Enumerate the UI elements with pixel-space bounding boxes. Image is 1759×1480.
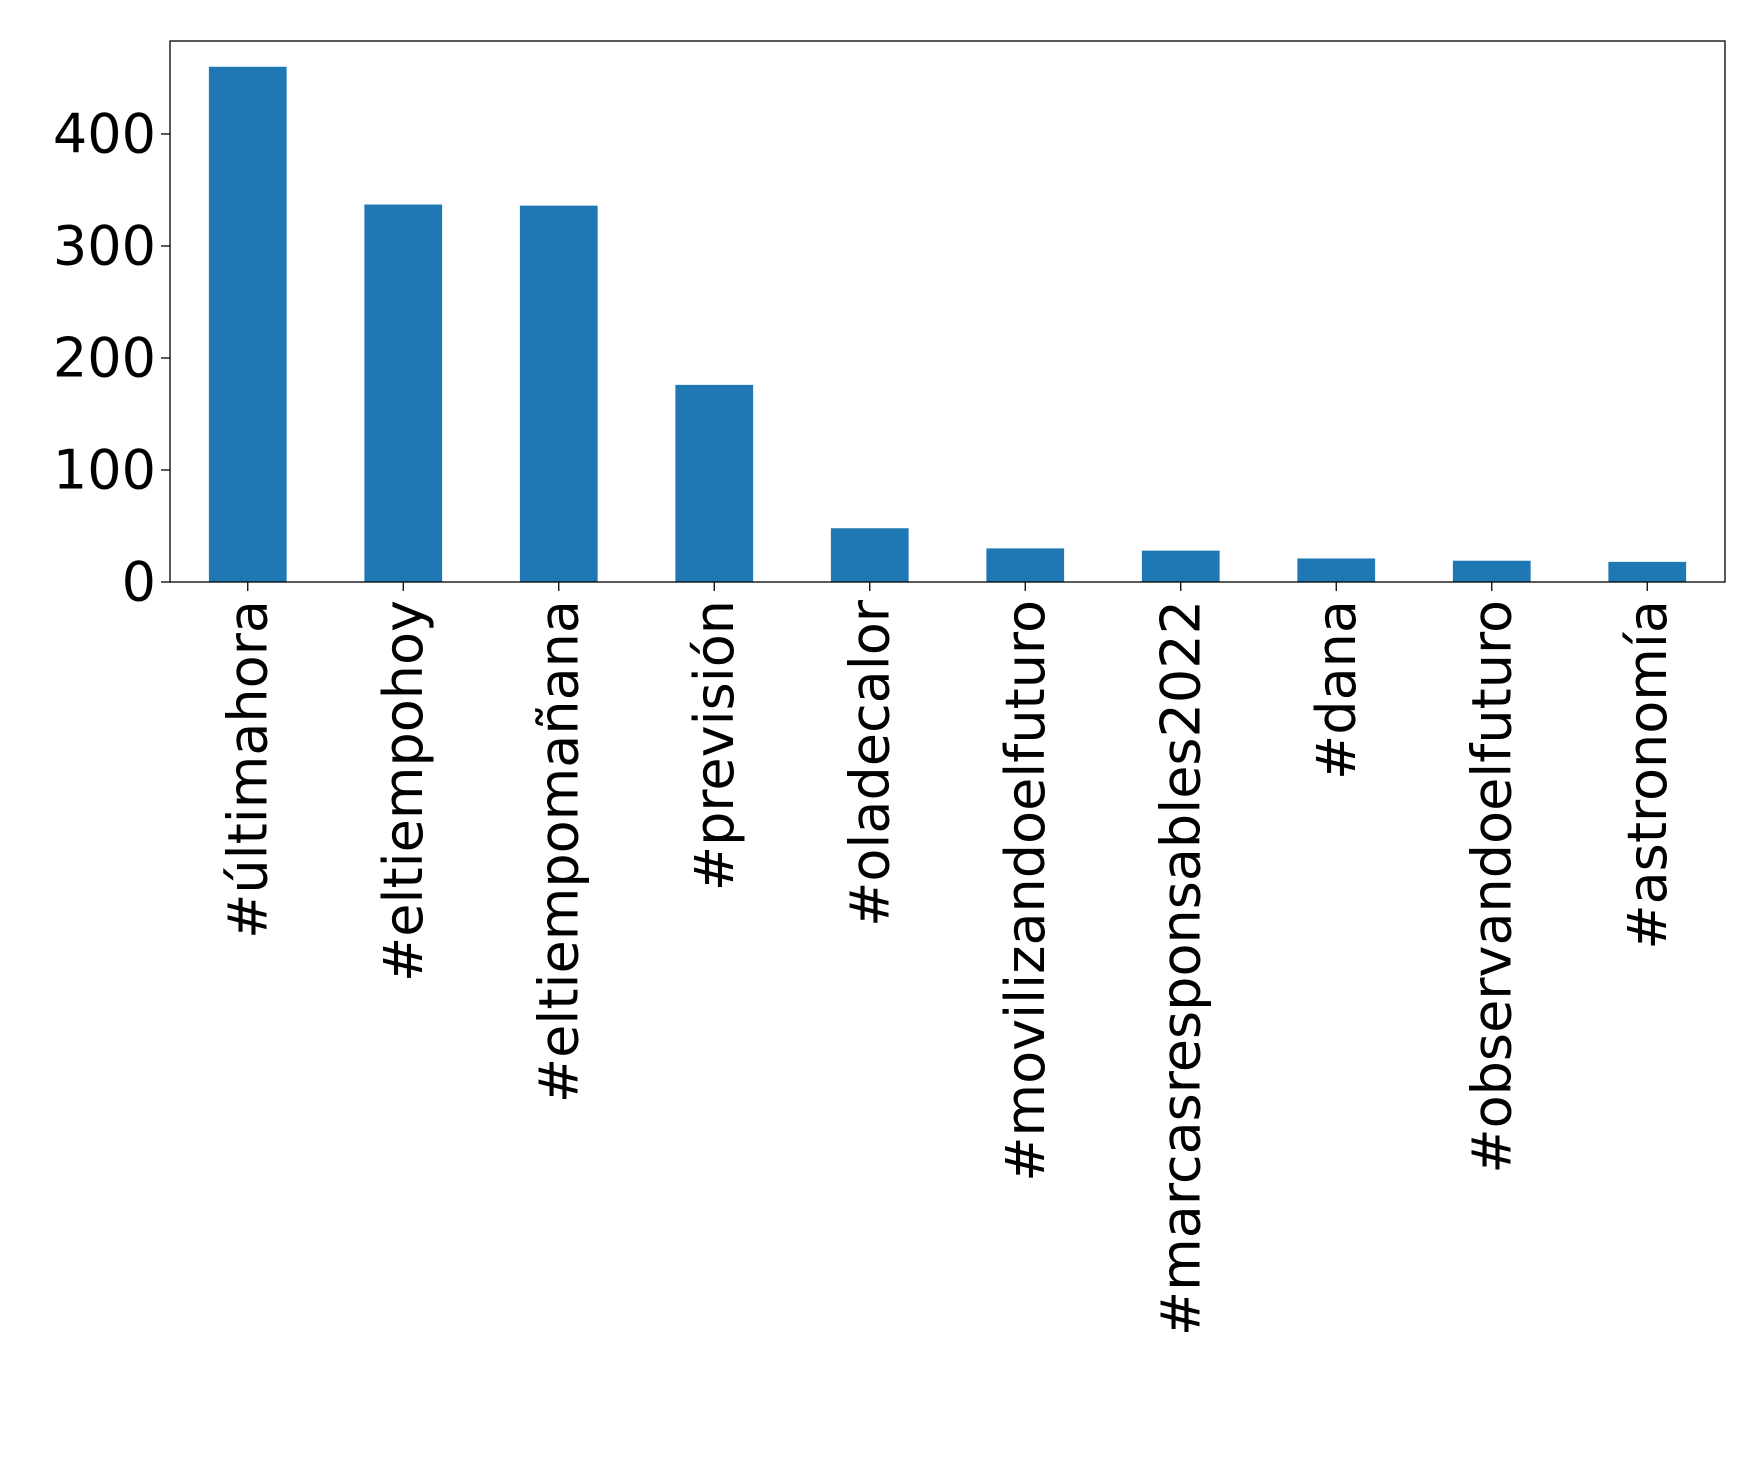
- x-tick-label: #últimahora: [216, 600, 279, 939]
- x-tick-label: #eltiempohoy: [372, 600, 435, 982]
- x-tick-label: #dana: [1305, 600, 1368, 780]
- bar: [1141, 550, 1220, 582]
- bar: [1452, 560, 1531, 582]
- bars-group: [208, 66, 1687, 582]
- bar: [364, 204, 443, 582]
- y-axis: 0 100 200 300 400: [53, 102, 170, 614]
- x-tick-label: #marcasresponsables2022: [1149, 600, 1212, 1336]
- y-tick-label: 0: [122, 551, 156, 614]
- bar: [208, 66, 287, 582]
- x-tick-label: #astronomía: [1616, 600, 1679, 950]
- bar: [986, 548, 1065, 582]
- bar: [1608, 561, 1687, 582]
- x-tick-label: #previsión: [683, 600, 746, 891]
- bar: [1297, 558, 1376, 582]
- y-tick-label: 400: [53, 102, 156, 165]
- x-tick-label: #oladecalor: [838, 599, 901, 927]
- y-tick-label: 100: [53, 438, 156, 501]
- x-tick-label: #movilizandoelfuturo: [994, 600, 1057, 1182]
- y-tick-label: 300: [53, 214, 156, 277]
- bar: [519, 205, 598, 582]
- x-axis: #últimahora #eltiempohoy #eltiempomañana #p…: [216, 582, 1679, 1336]
- x-tick-label: #eltiempomañana: [527, 600, 590, 1103]
- bar: [675, 384, 754, 582]
- x-tick-label: #observandoelfuturo: [1460, 600, 1523, 1174]
- bar: [830, 528, 909, 582]
- plot-frame: [169, 40, 1726, 583]
- y-tick-label: 200: [53, 326, 156, 389]
